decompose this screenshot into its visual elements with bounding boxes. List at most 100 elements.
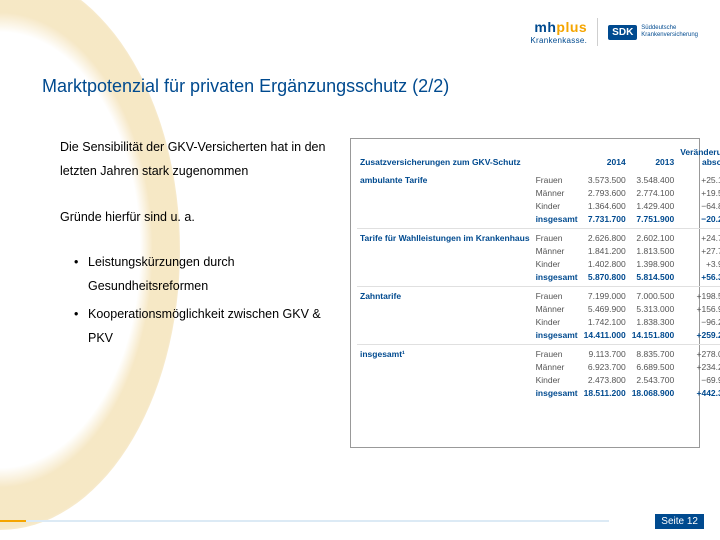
cell: 7.731.700 (581, 212, 629, 228)
cell: −69.900 (677, 373, 720, 386)
row-category: Kinder (533, 199, 581, 212)
row-category: insgesamt (533, 270, 581, 286)
row-category: Männer (533, 186, 581, 199)
col-header: Veränderung absolut (677, 145, 720, 173)
cell: −20.200 (677, 212, 720, 228)
table-row: Tarife für Wahlleistungen im Krankenhaus… (357, 228, 720, 244)
logo-mhplus: mhplus Krankenkasse. (530, 19, 587, 45)
row-category: Kinder (533, 373, 581, 386)
cell: +19.500 (677, 186, 720, 199)
col-header: 2014 (581, 145, 629, 173)
cell: 18.511.200 (581, 386, 629, 402)
cell: 1.838.300 (629, 315, 678, 328)
col-header: 2013 (629, 145, 678, 173)
cell: 7.000.500 (629, 286, 678, 302)
group-label: Zahntarife (357, 286, 533, 344)
cell: 2.774.100 (629, 186, 678, 199)
cell: 2.793.600 (581, 186, 629, 199)
cell: 1.429.400 (629, 199, 678, 212)
cell: +25.100 (677, 173, 720, 186)
page-title: Marktpotenzial für privaten Ergänzungssc… (42, 76, 449, 97)
table-head: Zusatzversicherungen zum GKV-Schutz 2014… (357, 145, 720, 173)
row-category: Männer (533, 244, 581, 257)
cell: 5.469.900 (581, 302, 629, 315)
cell: +234.200 (677, 360, 720, 373)
cell: 1.841.200 (581, 244, 629, 257)
data-table-container: Zusatzversicherungen zum GKV-Schutz 2014… (350, 138, 700, 448)
footer-line (0, 520, 655, 522)
row-category: Frauen (533, 286, 581, 302)
cell: 1.742.100 (581, 315, 629, 328)
cell: +278.000 (677, 344, 720, 360)
cell: −96.200 (677, 315, 720, 328)
row-category: Frauen (533, 228, 581, 244)
cell: 14.411.000 (581, 328, 629, 344)
logo-mhplus-sub: Krankenkasse. (530, 36, 587, 45)
cell: 7.199.000 (581, 286, 629, 302)
cell: +27.700 (677, 244, 720, 257)
data-table: Zusatzversicherungen zum GKV-Schutz 2014… (357, 145, 720, 402)
intro-paragraph: Die Sensibilität der GKV-Versicherten ha… (60, 136, 330, 184)
logo-mh-text: mh (534, 19, 556, 35)
cell: 1.813.500 (629, 244, 678, 257)
cell: 3.573.500 (581, 173, 629, 186)
cell: 2.473.800 (581, 373, 629, 386)
row-category: Männer (533, 360, 581, 373)
cell: 1.402.800 (581, 257, 629, 270)
row-category: insgesamt (533, 328, 581, 344)
cell: −64.800 (677, 199, 720, 212)
row-category: Kinder (533, 257, 581, 270)
cell: 2.543.700 (629, 373, 678, 386)
body-text: Die Sensibilität der GKV-Versicherten ha… (60, 136, 330, 354)
cell: 18.068.900 (629, 386, 678, 402)
row-category: Männer (533, 302, 581, 315)
footer: Seite 12 (0, 512, 720, 530)
row-category: Frauen (533, 344, 581, 360)
logo-sdk-badge: SDK (608, 25, 637, 40)
logo-sdk: SDK Süddeutsche Krankenversicherung (608, 25, 698, 40)
cell: 2.626.800 (581, 228, 629, 244)
page-number: Seite 12 (655, 514, 704, 529)
table-row: ZahntarifeFrauen7.199.0007.000.500+198.5… (357, 286, 720, 302)
cell: 1.398.900 (629, 257, 678, 270)
header-logos: mhplus Krankenkasse. SDK Süddeutsche Kra… (530, 18, 698, 46)
reasons-list: Leistungskürzungen durch Gesundheitsrefo… (60, 251, 330, 350)
col-header: Zusatzversicherungen zum GKV-Schutz (357, 145, 581, 173)
table-body: ambulante TarifeFrauen3.573.5003.548.400… (357, 173, 720, 402)
cell: +198.500 (677, 286, 720, 302)
reasons-heading: Gründe hierfür sind u. a. (60, 206, 330, 230)
table-row: ambulante TarifeFrauen3.573.5003.548.400… (357, 173, 720, 186)
cell: 14.151.800 (629, 328, 678, 344)
cell: 7.751.900 (629, 212, 678, 228)
cell: 6.923.700 (581, 360, 629, 373)
cell: 9.113.700 (581, 344, 629, 360)
table-row: insgesamt¹Frauen9.113.7008.835.700+278.0… (357, 344, 720, 360)
row-category: insgesamt (533, 212, 581, 228)
logo-divider (597, 18, 598, 46)
row-category: Kinder (533, 315, 581, 328)
group-label: ambulante Tarife (357, 173, 533, 228)
cell: 6.689.500 (629, 360, 678, 373)
cell: 2.602.100 (629, 228, 678, 244)
cell: 3.548.400 (629, 173, 678, 186)
list-item: Leistungskürzungen durch Gesundheitsrefo… (74, 251, 330, 299)
cell: +24.700 (677, 228, 720, 244)
cell: +259.200 (677, 328, 720, 344)
row-category: Frauen (533, 173, 581, 186)
logo-sdk-line2: Krankenversicherung (641, 32, 698, 39)
cell: 8.835.700 (629, 344, 678, 360)
cell: 5.870.800 (581, 270, 629, 286)
logo-plus-text: plus (556, 19, 587, 35)
cell: 1.364.600 (581, 199, 629, 212)
cell: +56.300 (677, 270, 720, 286)
list-item: Kooperationsmöglichkeit zwischen GKV & P… (74, 303, 330, 351)
cell: +3.900 (677, 257, 720, 270)
cell: 5.814.500 (629, 270, 678, 286)
row-category: insgesamt (533, 386, 581, 402)
logo-sdk-line1: Süddeutsche (641, 25, 698, 32)
cell: +442.300 (677, 386, 720, 402)
cell: 5.313.000 (629, 302, 678, 315)
group-label: Tarife für Wahlleistungen im Krankenhaus (357, 228, 533, 286)
cell: +156.900 (677, 302, 720, 315)
group-label: insgesamt¹ (357, 344, 533, 402)
